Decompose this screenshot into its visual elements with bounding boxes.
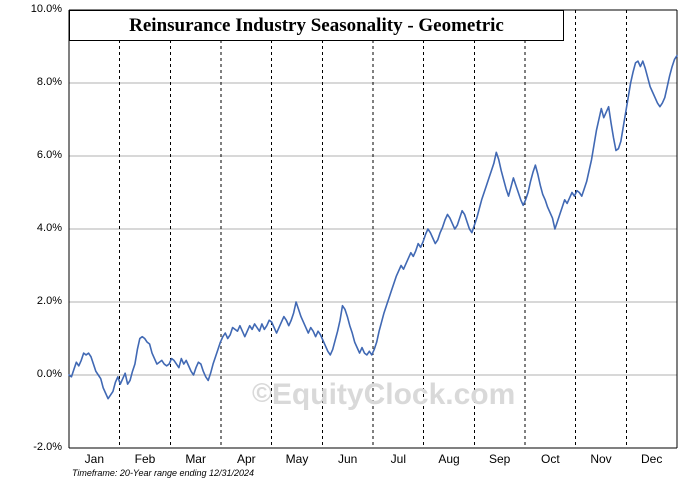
x-axis-tick-label: May: [285, 452, 309, 466]
chart-title: Reinsurance Industry Seasonality - Geome…: [129, 14, 504, 36]
x-axis-tick-label: Feb: [134, 452, 156, 466]
chart-footnote: Timeframe: 20-Year range ending 12/31/20…: [72, 468, 255, 478]
y-axis-tick-label: 0.0%: [36, 368, 62, 380]
chart-title-box: Reinsurance Industry Seasonality - Geome…: [69, 10, 564, 41]
watermark: ©EquityClock.com: [252, 378, 515, 412]
y-axis-tick-label: -2.0%: [33, 441, 62, 453]
x-axis-tick-label: Dec: [640, 452, 663, 466]
y-axis-tick-label: 6.0%: [36, 149, 62, 161]
watermark-text: EquityClock.com: [271, 378, 516, 411]
y-axis-tick-label: 2.0%: [36, 295, 62, 307]
y-axis-tick-label: 4.0%: [36, 222, 62, 234]
x-axis-tick-label: Jun: [337, 452, 358, 466]
x-axis-tick-label: Oct: [540, 452, 560, 466]
x-axis-tick-label: Jan: [84, 452, 104, 466]
y-axis-tick-label: 10.0%: [30, 3, 62, 15]
x-axis-tick-label: Aug: [438, 452, 460, 466]
x-axis-tick-label: Sep: [488, 452, 511, 466]
x-axis-tick-label: Jul: [390, 452, 406, 466]
x-axis-tick-label: Apr: [236, 452, 256, 466]
watermark-copyright: ©: [252, 378, 272, 408]
x-axis-tick-label: Mar: [185, 452, 206, 466]
x-axis-tick-label: Nov: [590, 452, 612, 466]
y-axis-tick-label: 8.0%: [36, 76, 62, 88]
